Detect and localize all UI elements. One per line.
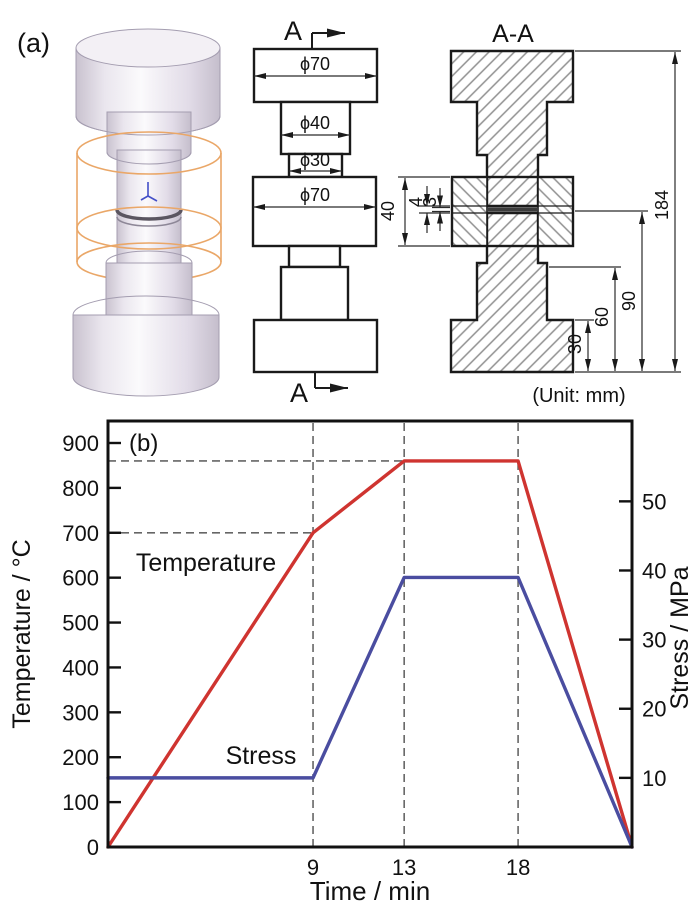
right-tick-label-40: 40 — [642, 558, 666, 583]
stress-series-label: Stress — [226, 742, 297, 770]
left-tick-label-800: 800 — [62, 476, 99, 501]
flange-section-right — [537, 176, 574, 247]
left-tick-label-500: 500 — [62, 611, 99, 636]
panel-b-chart: 0 100 200 300 400 500 600 700 800 900 10 20 30 40 50 9 1… — [8, 419, 694, 906]
dims-left: 40 4 3 — [378, 176, 450, 247]
dim-inner-gap: 3 — [420, 197, 440, 207]
stress-line — [106, 575, 634, 849]
interlayer-joint-band — [487, 207, 538, 212]
specimen-3d-render — [72, 28, 222, 397]
dim-flange-diameter: ϕ70 — [300, 185, 330, 205]
chart-dynamic-layer: 0 100 200 300 400 500 600 700 800 900 10 20 30 40 50 9 1… — [62, 421, 666, 880]
dim-top-diameter: ϕ70 — [300, 54, 330, 74]
left-tick-label-200: 200 — [62, 745, 99, 770]
specimen-bottom-cap — [72, 314, 220, 397]
right-tick-label-30: 30 — [642, 628, 666, 653]
dim-total-height: 184 — [652, 190, 672, 220]
section-cut-marker-top — [311, 28, 345, 49]
specimen-joint-band — [115, 209, 183, 221]
x-tick-label-18: 18 — [506, 855, 530, 880]
panel-a: (a) A — [17, 16, 681, 408]
left-axis-title: Temperature / °C — [8, 539, 36, 728]
chart-frame — [106, 419, 634, 849]
front-view: A ϕ70 ϕ40 ϕ30 ϕ70 A — [251, 16, 379, 408]
left-tick-label-100: 100 — [62, 790, 99, 815]
dim-bottom-block: 30 — [565, 334, 585, 354]
flange-section-left — [451, 176, 488, 247]
panel-b-label: (b) — [129, 430, 158, 457]
left-tick-label-0: 0 — [87, 835, 99, 860]
temperature-line — [106, 459, 634, 849]
section-marker-top-label: A — [284, 16, 302, 46]
x-tick-label-9: 9 — [307, 855, 319, 880]
lower-die-section — [449, 211, 575, 374]
temperature-series-label: Temperature — [136, 549, 276, 577]
section-view-aa: A-A 40 4 — [378, 20, 681, 407]
dim-joint-to-bottom: 90 — [619, 291, 639, 311]
right-tick-label-50: 50 — [642, 489, 666, 514]
furnace-wireframe — [76, 131, 222, 282]
x-tick-label-13: 13 — [392, 855, 416, 880]
left-tick-label-400: 400 — [62, 655, 99, 680]
left-tick-label-900: 900 — [62, 431, 99, 456]
right-tick-label-20: 20 — [642, 697, 666, 722]
left-tick-label-600: 600 — [62, 566, 99, 591]
axis-triad-icon — [140, 182, 158, 202]
panel-a-label: (a) — [17, 28, 50, 58]
x-axis-title: Time / min — [310, 876, 430, 906]
section-marker-bottom-label: A — [290, 378, 308, 408]
dim-step-to-bottom: 60 — [592, 307, 612, 327]
right-axis-title: Stress / MPa — [666, 566, 694, 709]
dim-upper-diameter: ϕ40 — [300, 113, 330, 133]
section-cut-marker-bottom — [314, 372, 348, 393]
specimen-top-face — [75, 28, 221, 68]
dims-right: 184 90 60 30 — [549, 50, 681, 373]
dim-neck-diameter: ϕ30 — [300, 150, 330, 170]
left-tick-label-300: 300 — [62, 700, 99, 725]
right-tick-label-10: 10 — [642, 766, 666, 791]
unit-note: (Unit: mm) — [532, 385, 625, 407]
dim-outer-gap: 4 — [406, 197, 426, 207]
dim-flange-height: 40 — [378, 201, 398, 221]
section-view-title: A-A — [492, 20, 534, 48]
left-tick-label-700: 700 — [62, 521, 99, 546]
